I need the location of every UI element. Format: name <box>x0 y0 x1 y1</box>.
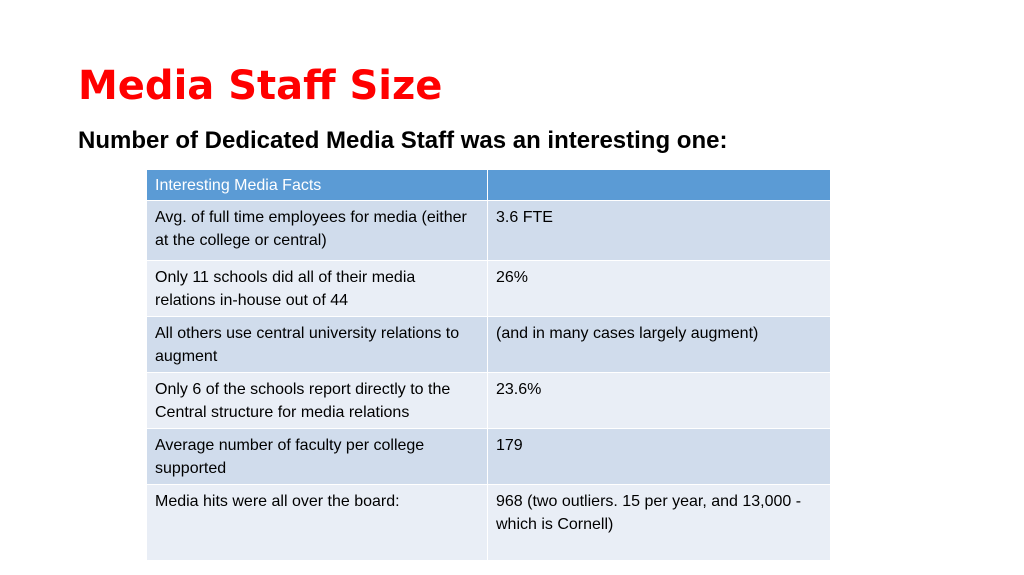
fact-cell: Only 11 schools did all of their media r… <box>146 260 488 317</box>
value-cell: 968 (two outliers. 15 per year, and 13,0… <box>487 484 831 561</box>
table-row: Avg. of full time employees for media (e… <box>146 200 831 261</box>
value-cell: 179 <box>487 428 831 485</box>
fact-cell: Media hits were all over the board: <box>146 484 488 561</box>
fact-cell: Avg. of full time employees for media (e… <box>146 200 488 261</box>
value-cell: (and in many cases largely augment) <box>487 316 831 373</box>
value-cell: 3.6 FTE <box>487 200 831 261</box>
table-header-row: Interesting Media Facts <box>146 169 831 201</box>
fact-cell: Only 6 of the schools report directly to… <box>146 372 488 429</box>
media-facts-table: Interesting Media Facts Avg. of full tim… <box>146 169 831 561</box>
table-row: All others use central university relati… <box>146 316 831 373</box>
fact-cell: All others use central university relati… <box>146 316 488 373</box>
table-row: Only 11 schools did all of their media r… <box>146 260 831 317</box>
value-cell: 26% <box>487 260 831 317</box>
table-row: Media hits were all over the board: 968 … <box>146 484 831 561</box>
table-row: Average number of faculty per college su… <box>146 428 831 485</box>
table-header-cell-facts: Interesting Media Facts <box>146 169 488 201</box>
value-cell: 23.6% <box>487 372 831 429</box>
slide-subtitle: Number of Dedicated Media Staff was an i… <box>78 127 728 154</box>
table-header-cell-values <box>487 169 831 201</box>
fact-cell: Average number of faculty per college su… <box>146 428 488 485</box>
slide-title: Media Staff Size <box>78 63 443 109</box>
table-row: Only 6 of the schools report directly to… <box>146 372 831 429</box>
